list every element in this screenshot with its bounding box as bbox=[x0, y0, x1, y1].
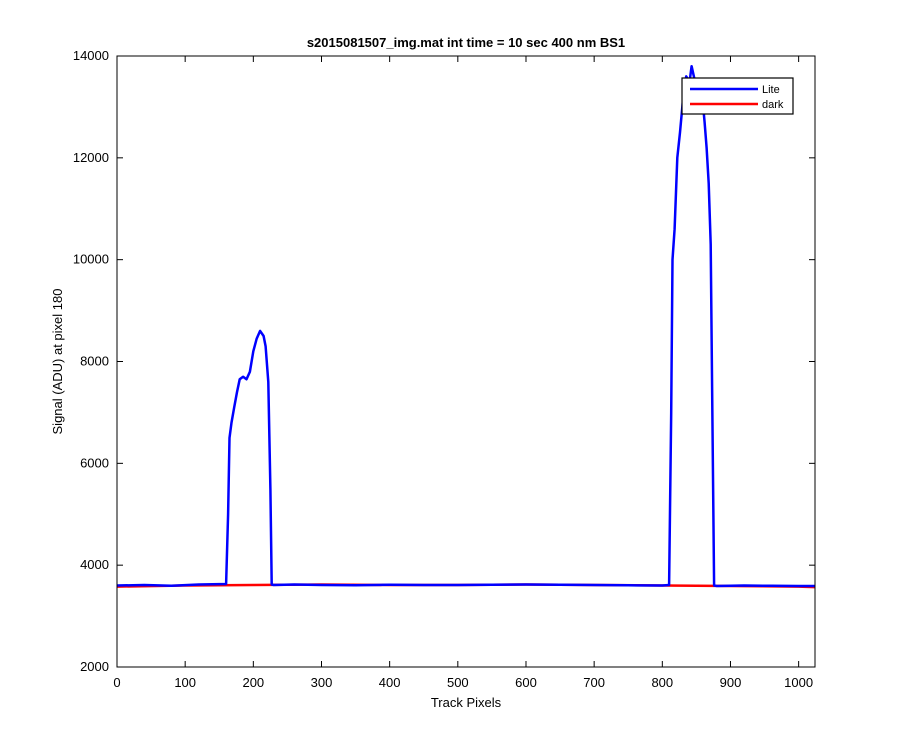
y-tick-label: 8000 bbox=[80, 354, 109, 369]
plot-area bbox=[117, 64, 815, 589]
x-tick-label: 400 bbox=[379, 675, 401, 690]
y-axis: 2000 4000 6000 8000 10000 12000 14000 bbox=[73, 48, 815, 674]
series-line-lite bbox=[117, 64, 815, 588]
x-tick-label: 700 bbox=[583, 675, 605, 690]
x-tick-label: 0 bbox=[113, 675, 120, 690]
legend-label-dark: dark bbox=[762, 99, 784, 111]
y-tick-label: 6000 bbox=[80, 455, 109, 470]
x-tick-label: 100 bbox=[174, 675, 196, 690]
x-tick-label: 600 bbox=[515, 675, 537, 690]
x-tick-label: 1000 bbox=[784, 675, 813, 690]
x-axis-label: Track Pixels bbox=[431, 695, 502, 710]
y-tick-label: 14000 bbox=[73, 48, 109, 63]
x-tick-label: 300 bbox=[311, 675, 333, 690]
legend: Lite dark bbox=[681, 77, 794, 115]
y-tick-label: 10000 bbox=[73, 252, 109, 267]
legend-label-lite: Lite bbox=[762, 84, 780, 96]
y-axis-label: Signal (ADU) at pixel 180 bbox=[50, 289, 65, 435]
legend-box bbox=[681, 77, 794, 115]
y-tick-label: 4000 bbox=[80, 557, 109, 572]
y-tick-label: 2000 bbox=[80, 659, 109, 674]
x-axis: 0 100 200 300 400 500 600 700 800 900 1000 bbox=[113, 56, 813, 690]
x-tick-label: 800 bbox=[651, 675, 673, 690]
y-tick-label: 12000 bbox=[73, 150, 109, 165]
x-tick-label: 900 bbox=[720, 675, 742, 690]
x-tick-label: 200 bbox=[242, 675, 264, 690]
chart-title: s2015081507_img.mat int time = 10 sec 40… bbox=[307, 35, 625, 50]
x-tick-label: 500 bbox=[447, 675, 469, 690]
